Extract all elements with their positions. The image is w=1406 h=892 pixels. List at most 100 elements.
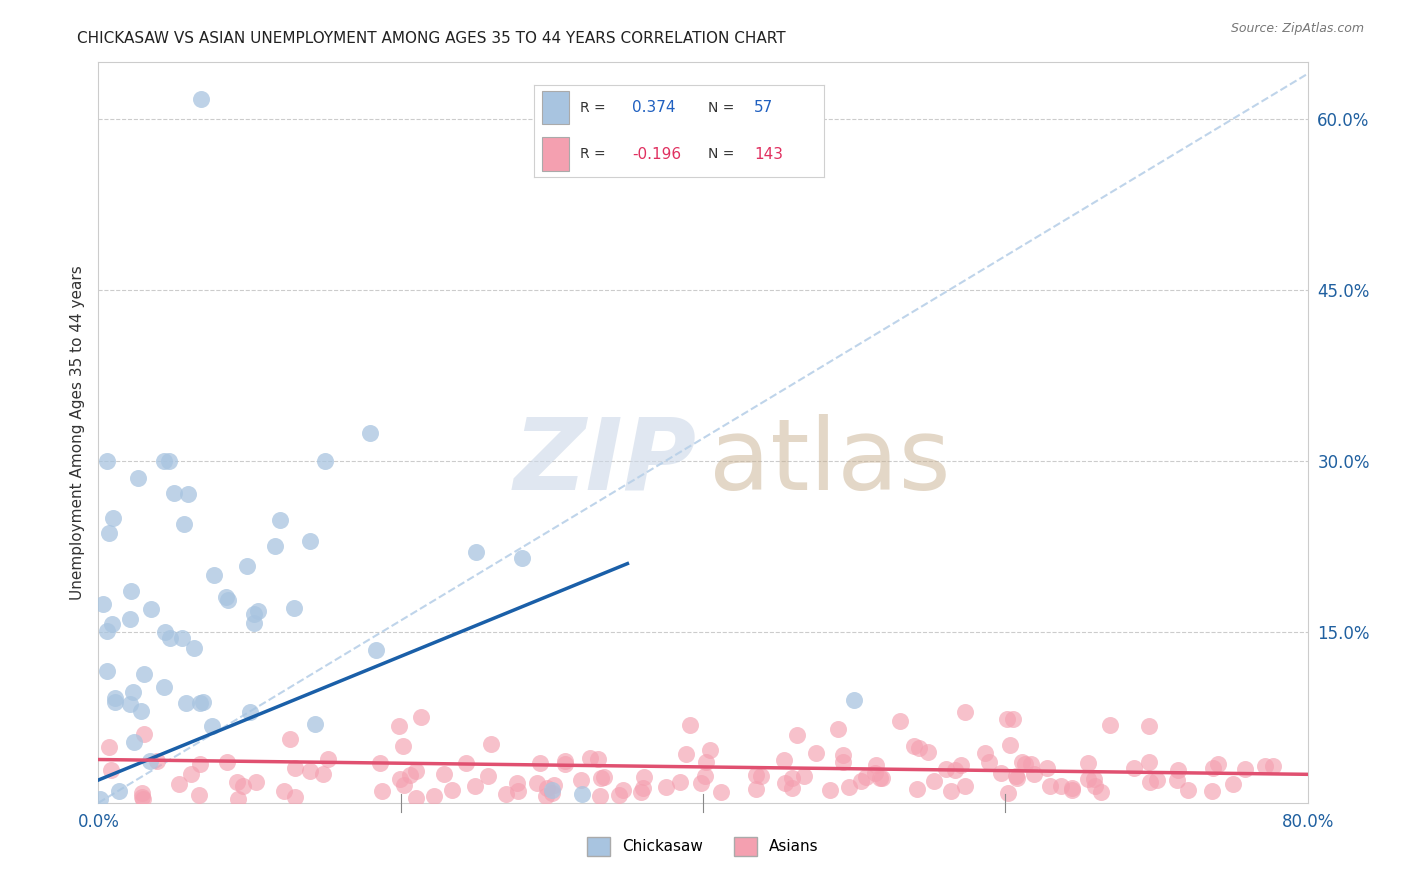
Point [1254,758,1277,772]
Point [316,752,339,766]
Point [1011,755,1033,769]
Point [749,769,772,783]
Point [536,781,558,796]
Point [1039,780,1062,794]
Point [273,783,295,797]
Point [1167,764,1189,778]
Point [131,786,153,800]
Point [780,781,803,796]
Point [695,756,717,770]
Point [139,755,162,769]
Point [107,783,129,797]
Point [679,718,702,732]
Point [1060,781,1083,796]
Point [820,782,842,797]
Point [1098,718,1121,732]
Point [786,728,808,742]
Point [633,770,655,784]
Point [832,756,855,770]
Point [872,772,894,786]
Point [96,624,118,638]
Point [1233,763,1256,777]
Point [506,776,529,790]
Point [299,533,322,548]
Point [392,778,415,792]
Point [174,696,197,710]
Point [526,776,548,790]
Point [793,768,815,782]
Point [118,612,141,626]
Point [630,785,652,799]
Point [1137,756,1160,770]
Point [269,513,291,527]
Point [1139,774,1161,789]
Point [949,757,972,772]
Point [96,664,118,678]
Point [173,517,195,532]
Point [204,568,226,582]
Point [973,747,995,761]
Point [510,550,533,565]
Point [541,787,564,801]
Point [141,602,163,616]
Point [851,773,873,788]
Point [465,545,488,559]
Point [506,784,529,798]
Point [245,775,267,789]
Point [543,778,565,792]
Point [1014,757,1036,772]
Point [631,780,654,795]
Point [215,590,238,604]
Point [100,763,122,777]
Point [855,770,877,784]
Point [593,770,616,784]
Point [193,695,215,709]
Point [690,776,713,790]
Point [132,667,155,681]
Point [1000,739,1022,753]
Point [232,779,254,793]
Point [1166,773,1188,788]
Point [433,766,456,780]
Point [122,735,145,749]
Point [1202,761,1225,775]
Point [1077,772,1099,787]
Point [939,784,962,798]
Point [104,695,127,709]
Point [360,425,382,440]
Point [388,772,411,786]
Point [405,791,427,805]
Point [908,740,931,755]
Point [745,768,768,782]
Point [534,789,557,803]
Point [226,791,249,805]
Point [284,789,307,804]
Point [782,771,804,785]
Point [903,739,925,754]
Point [554,756,576,771]
Point [101,616,124,631]
Point [176,487,198,501]
Point [129,704,152,718]
Point [464,779,486,793]
Point [540,783,562,797]
Point [495,787,517,801]
Point [454,756,477,771]
Point [1206,756,1229,771]
Point [368,756,391,770]
Point [1077,756,1099,771]
Point [922,773,945,788]
Point [188,788,211,802]
Point [163,486,186,500]
Point [441,783,464,797]
Text: CHICKASAW VS ASIAN UNEMPLOYMENT AMONG AGES 35 TO 44 YEARS CORRELATION CHART: CHICKASAW VS ASIAN UNEMPLOYMENT AMONG AG… [77,31,786,46]
Point [1083,772,1105,786]
Point [131,790,153,805]
Point [247,604,270,618]
Point [155,624,177,639]
Point [366,643,388,657]
Point [159,631,181,645]
Point [217,593,239,607]
Point [838,780,860,794]
Point [554,754,576,768]
